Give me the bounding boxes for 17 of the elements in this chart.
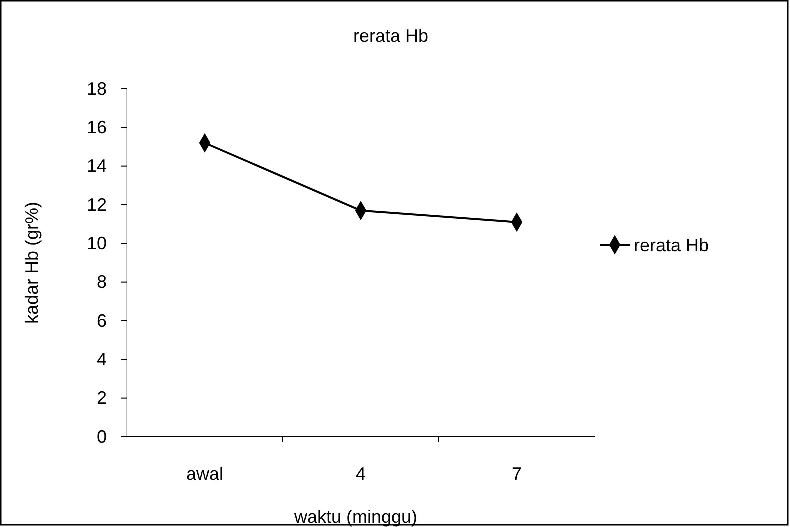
y-tick-label: 16 <box>86 117 107 138</box>
y-tick-label: 0 <box>96 426 107 447</box>
y-tick-label: 8 <box>96 272 107 292</box>
y-tick-label: 10 <box>86 233 107 254</box>
x-tick-label: awal <box>186 464 224 484</box>
x-axis-title: waktu (minggu) <box>293 507 418 527</box>
y-tick-label: 6 <box>96 310 107 331</box>
x-tick-label: 7 <box>512 464 522 484</box>
chart-title: rerata Hb <box>353 26 429 46</box>
y-tick-label: 4 <box>96 349 107 370</box>
y-tick-label: 2 <box>96 388 107 408</box>
y-tick-label: 12 <box>86 194 107 215</box>
y-axis-title: kadar Hb (gr%) <box>22 202 42 324</box>
legend-label: rerata Hb <box>634 235 710 256</box>
x-tick-label: 4 <box>356 464 366 484</box>
y-tick-label: 14 <box>86 156 107 176</box>
y-tick-label: 18 <box>86 78 107 99</box>
